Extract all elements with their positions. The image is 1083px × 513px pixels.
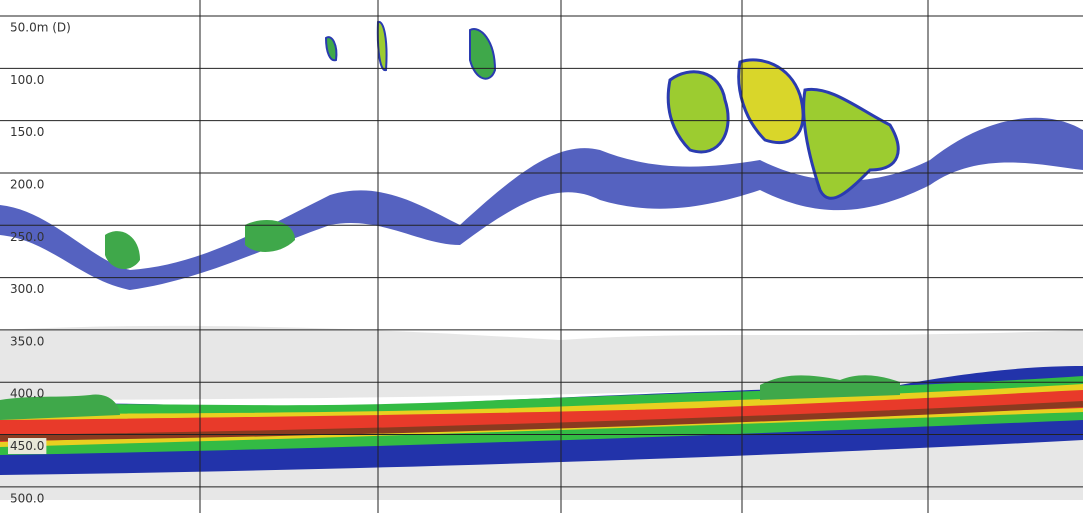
depth-label: 400.0 bbox=[10, 387, 44, 401]
depth-label: 500.0 bbox=[10, 491, 44, 505]
depth-label: 100.0 bbox=[10, 73, 44, 87]
depth-label: 300.0 bbox=[10, 282, 44, 296]
depth-label: 200.0 bbox=[10, 177, 44, 191]
depth-label: 150.0 bbox=[10, 125, 44, 139]
depth-label: 450.0 bbox=[10, 439, 44, 453]
echogram: 50.0m (D) 100.0 150.0 200.0 250.0 300.0 350.0 4… bbox=[0, 0, 1083, 513]
depth-label: 350.0 bbox=[10, 334, 44, 348]
page: 50.0m (D) 100.0 150.0 200.0 250.0 300.0 350.0 4… bbox=[0, 0, 1083, 513]
depth-label: 50.0m (D) bbox=[10, 21, 71, 35]
depth-label: 250.0 bbox=[10, 230, 44, 244]
